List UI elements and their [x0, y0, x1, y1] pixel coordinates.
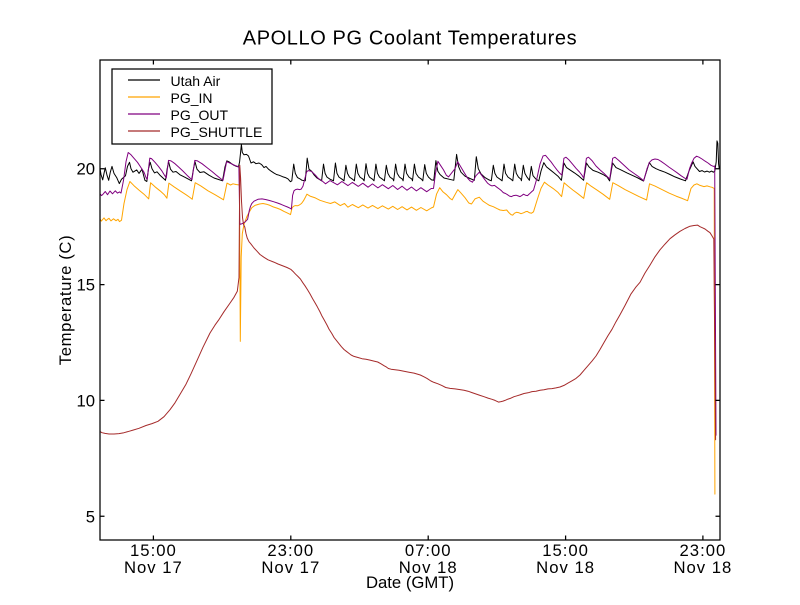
svg-text:5: 5	[86, 507, 95, 526]
svg-text:Nov 17: Nov 17	[124, 558, 183, 577]
svg-text:10: 10	[76, 391, 95, 410]
svg-text:23:00: 23:00	[680, 541, 727, 560]
svg-text:APOLLO PG Coolant Temperatures: APOLLO PG Coolant Temperatures	[243, 28, 577, 50]
svg-text:15: 15	[76, 276, 95, 295]
svg-text:Nov 18: Nov 18	[399, 558, 458, 577]
svg-text:Date (GMT): Date (GMT)	[366, 573, 454, 592]
svg-text:20: 20	[76, 160, 95, 179]
svg-text:PG_IN: PG_IN	[171, 90, 213, 106]
svg-text:15:00: 15:00	[542, 541, 589, 560]
svg-text:Utah Air: Utah Air	[171, 73, 221, 89]
svg-text:PG_SHUTTLE: PG_SHUTTLE	[171, 124, 263, 140]
svg-text:Nov 18: Nov 18	[536, 558, 595, 577]
svg-text:PG_OUT: PG_OUT	[171, 107, 229, 123]
svg-text:Nov 18: Nov 18	[673, 558, 732, 577]
svg-text:23:00: 23:00	[267, 541, 314, 560]
svg-text:07:00: 07:00	[405, 541, 452, 560]
svg-text:Temperature (C): Temperature (C)	[56, 235, 75, 365]
svg-text:Nov 17: Nov 17	[261, 558, 320, 577]
svg-text:15:00: 15:00	[130, 541, 177, 560]
